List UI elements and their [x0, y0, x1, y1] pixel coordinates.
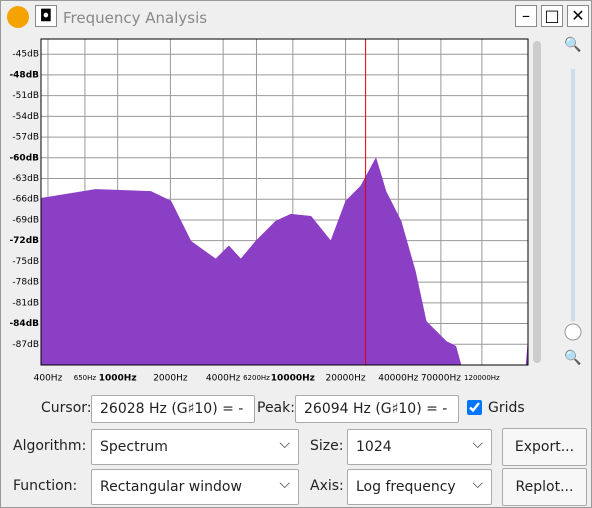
- y-tick-label: -72dB: [9, 236, 39, 246]
- size-value: 1024: [356, 439, 392, 455]
- maximize-button[interactable]: □: [541, 5, 563, 27]
- export-button[interactable]: Export...: [502, 428, 587, 466]
- cursor-field[interactable]: 26028 Hz (G♯10) = -: [91, 395, 255, 423]
- peak-label: Peak:: [257, 400, 295, 416]
- x-tick-label: 400Hz: [34, 374, 63, 384]
- x-tick-label: 1000Hz: [99, 374, 137, 384]
- minimize-button[interactable]: –: [515, 5, 537, 27]
- function-label: Function:: [13, 478, 78, 494]
- function-select[interactable]: Rectangular window: [91, 469, 299, 505]
- size-select[interactable]: 1024: [347, 429, 492, 465]
- y-tick-label: -87dB: [12, 340, 39, 350]
- grids-checkbox[interactable]: [467, 400, 482, 415]
- y-tick-label: -78dB: [12, 278, 39, 288]
- y-tick-label: -60dB: [9, 153, 39, 163]
- algorithm-select[interactable]: Spectrum: [91, 429, 299, 465]
- x-tick-label: 70000Hz: [421, 374, 461, 384]
- x-tick-label: 120000Hz: [464, 374, 500, 382]
- algorithm-value: Spectrum: [100, 439, 168, 455]
- x-tick-label: 10000Hz: [271, 374, 315, 384]
- y-tick-label: -63dB: [12, 174, 39, 184]
- x-tick-label: 40000Hz: [378, 374, 418, 384]
- zoom-in-icon[interactable]: 🔍: [564, 35, 581, 53]
- y-tick-label: -66dB: [12, 195, 39, 205]
- x-tick-label: 4000Hz: [206, 374, 241, 384]
- y-tick-label: -51dB: [12, 91, 39, 101]
- axis-select[interactable]: Log frequency: [347, 469, 492, 505]
- algorithm-label: Algorithm:: [13, 438, 87, 454]
- x-tick-label: 650Hz: [74, 374, 97, 382]
- y-tick-label: -84dB: [9, 319, 39, 329]
- zoom-slider-knob[interactable]: [564, 323, 582, 341]
- grids-label: Grids: [488, 400, 525, 416]
- spectrum-chart: 🔍 🔍 -45dB -48dB -51dB -54dB -57dB -60dB -63dB -…: [9, 35, 582, 384]
- scrollbar[interactable]: [533, 41, 541, 363]
- function-value: Rectangular window: [100, 479, 242, 495]
- window-title: Frequency Analysis: [63, 9, 208, 27]
- axis-label: Axis:: [310, 478, 344, 494]
- app-icon: [7, 6, 29, 28]
- peak-field[interactable]: 26094 Hz (G♯10) = -: [295, 395, 459, 423]
- y-tick-label: -81dB: [12, 298, 39, 308]
- x-tick-label: 6200Hz: [243, 374, 270, 382]
- y-tick-label: -69dB: [12, 215, 39, 225]
- size-label: Size:: [310, 438, 344, 454]
- x-tick-label: 20000Hz: [326, 374, 366, 384]
- close-button[interactable]: ✕: [567, 5, 589, 27]
- zoom-out-icon[interactable]: 🔍: [564, 348, 581, 366]
- x-tick-label: 2000Hz: [153, 374, 188, 384]
- y-tick-label: -57dB: [12, 133, 39, 143]
- replot-button[interactable]: Replot...: [502, 468, 587, 506]
- pin-button[interactable]: ◘: [35, 5, 57, 27]
- y-tick-label: -75dB: [12, 257, 39, 267]
- plot-border: [40, 38, 529, 366]
- y-tick-label: -48dB: [9, 70, 39, 80]
- y-tick-label: -54dB: [12, 112, 39, 122]
- cursor-label: Cursor:: [41, 400, 92, 416]
- y-tick-label: -45dB: [12, 50, 39, 60]
- axis-value: Log frequency: [356, 479, 456, 495]
